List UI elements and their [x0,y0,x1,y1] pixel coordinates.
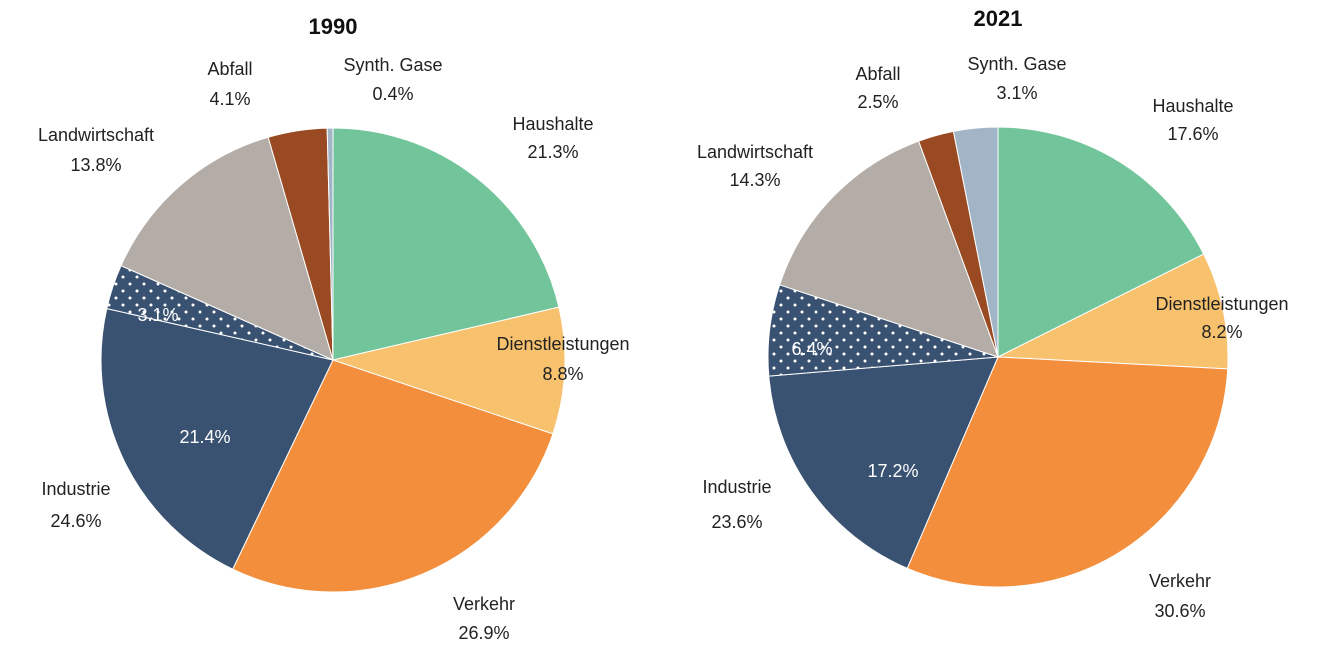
value-label: 26.9% [458,623,509,643]
pie-slice [768,356,999,569]
chart-title: 2021 [974,6,1023,31]
value-label: 23.6% [711,512,762,532]
pie-slice [996,253,1229,370]
category-label: Industrie [702,477,771,497]
pie-slice [326,127,334,361]
category-label: Haushalte [1152,96,1233,116]
pie-slice [331,306,566,435]
pie-slice [906,356,1229,588]
category-label: Haushalte [512,114,593,134]
category-label: Synth. Gase [967,54,1066,74]
value-label: 13.8% [70,155,121,175]
category-label: Industrie [41,479,110,499]
category-label: Verkehr [453,594,515,614]
slice-value-label: 17.2% [867,461,918,481]
pie-slice [952,126,999,358]
value-label: 2.5% [857,92,898,112]
category-label: Abfall [855,64,900,84]
slice-value-label: 21.4% [179,427,230,447]
value-label: 17.6% [1167,124,1218,144]
value-label: 21.3% [527,142,578,162]
pie-slice [232,359,554,593]
value-label: 14.3% [729,170,780,190]
category-label: Dienstleistungen [1155,294,1288,314]
pie-slice [332,127,560,361]
value-label: 0.4% [372,84,413,104]
category-label: Dienstleistungen [496,334,629,354]
chart-title: 1990 [309,14,358,39]
value-label: 4.1% [209,89,250,109]
category-label: Synth. Gase [343,55,442,75]
category-label: Abfall [207,59,252,79]
category-label: Verkehr [1149,571,1211,591]
slice-value-label: 3.1% [137,305,178,325]
slice-value-label: 6.4% [791,339,832,359]
pie-slice [100,307,334,570]
pie-slice [778,140,999,358]
category-label: Landwirtschaft [38,125,154,145]
pie-slice [120,136,334,361]
category-label: Landwirtschaft [697,142,813,162]
value-label: 8.8% [542,364,583,384]
value-label: 8.2% [1201,322,1242,342]
pie-slice [997,126,1205,358]
value-label: 24.6% [50,511,101,531]
value-label: 30.6% [1154,601,1205,621]
value-label: 3.1% [996,83,1037,103]
